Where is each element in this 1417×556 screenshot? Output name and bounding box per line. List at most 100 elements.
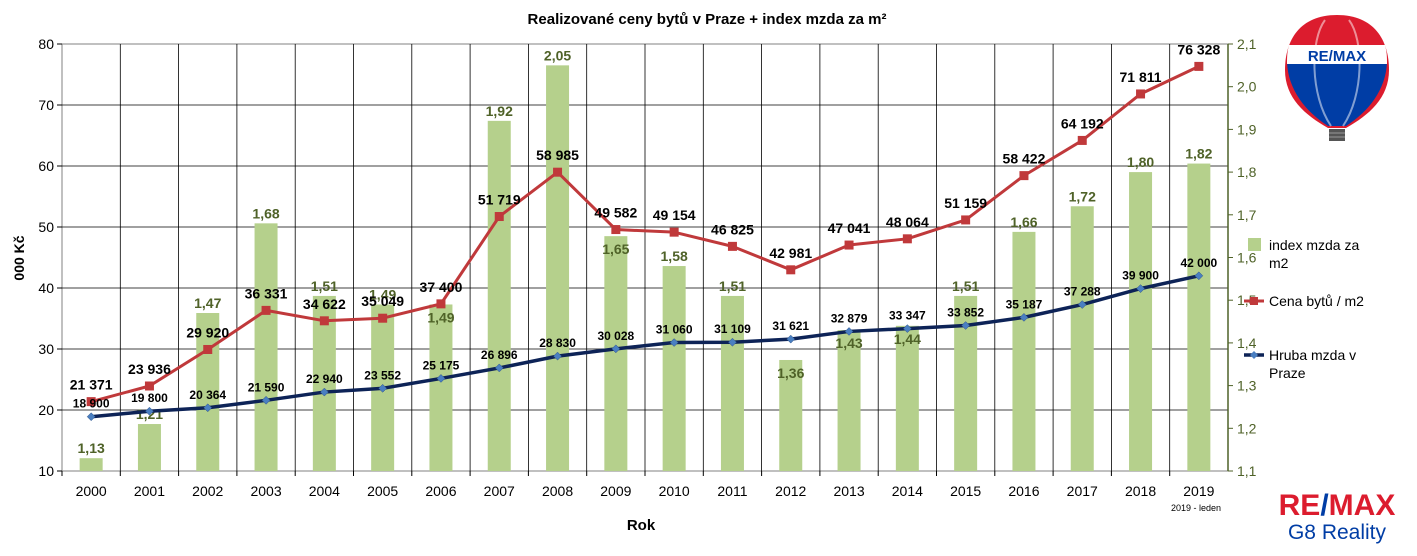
bar-data-label: 1,72	[1069, 188, 1096, 204]
price-point	[378, 313, 388, 323]
bar	[837, 330, 861, 471]
bar	[954, 295, 978, 471]
price-point	[1136, 89, 1146, 99]
bar-data-label: 1,49	[427, 309, 454, 325]
wage-data-label: 28 830	[539, 336, 576, 350]
legend-label-price: Cena bytů / m2	[1269, 293, 1364, 309]
x-tick-label: 2019	[1183, 483, 1214, 499]
bar	[604, 236, 628, 471]
wage-point	[553, 351, 562, 361]
legend-label-wage: Praze	[1269, 365, 1306, 381]
wage-point	[669, 338, 679, 347]
wage-point	[1194, 271, 1204, 281]
wage-point	[1077, 300, 1087, 309]
bar	[895, 325, 919, 471]
bar	[1187, 163, 1211, 471]
x-tick-label: 2018	[1125, 483, 1156, 499]
brand-name: RE/MAX	[1262, 490, 1412, 522]
price-point	[902, 234, 912, 244]
x-axis-title: Rok	[627, 517, 656, 534]
price-data-label: 47 041	[828, 220, 871, 236]
price-data-label: 34 622	[303, 296, 346, 312]
bar-data-label: 1,58	[661, 248, 688, 264]
wage-data-label: 33 852	[947, 306, 984, 320]
bar-data-label: 1,44	[894, 331, 921, 347]
y-tick-label: 70	[38, 97, 54, 113]
x-tick-label: 2012	[775, 483, 806, 499]
wage-data-label: 39 900	[1122, 269, 1159, 283]
x-tick-label: 2014	[892, 483, 923, 499]
price-data-label: 37 400	[420, 279, 463, 295]
wage-point	[1019, 313, 1029, 322]
y2-tick-label: 1,4	[1237, 335, 1257, 351]
wage-data-label: 25 175	[423, 358, 460, 372]
price-data-label: 49 154	[653, 207, 696, 223]
wage-point	[844, 327, 854, 336]
bar-data-label: 1,51	[952, 278, 979, 294]
bar	[254, 223, 278, 471]
bar-data-label: 1,66	[1010, 214, 1037, 230]
y2-tick-label: 1,1	[1237, 463, 1257, 479]
price-point	[1194, 61, 1204, 71]
wage-data-label: 22 940	[306, 372, 343, 386]
x-tick-label: 2009	[600, 483, 631, 499]
wage-data-label: 18 900	[73, 397, 110, 411]
bar-data-label: 1,36	[777, 365, 804, 381]
brand-subtitle: G8 Reality	[1287, 521, 1387, 544]
y-tick-label: 80	[38, 36, 54, 52]
x-tick-label: 2000	[76, 483, 107, 499]
y-tick-label: 40	[38, 280, 54, 296]
wage-data-label: 26 896	[481, 348, 518, 362]
x-tick-label: 2006	[425, 483, 456, 499]
bar-data-label: 1,82	[1185, 146, 1212, 162]
price-point	[203, 344, 213, 354]
wage-data-label: 21 590	[248, 380, 285, 394]
bar	[1070, 206, 1094, 471]
price-data-label: 35 049	[361, 293, 404, 309]
x-tick-label: 2017	[1067, 483, 1098, 499]
bar-data-label: 2,05	[544, 47, 571, 63]
bar	[546, 65, 570, 471]
bar	[779, 359, 803, 471]
bar-data-label: 1,65	[602, 241, 629, 257]
legend-marker-wage	[1250, 351, 1258, 359]
bar-data-label: 1,51	[719, 278, 746, 294]
brand-name-slash: /	[1320, 489, 1329, 522]
bar-data-label: 1,51	[311, 278, 338, 294]
x-tick-label: 2005	[367, 483, 398, 499]
wage-data-label: 30 028	[597, 329, 634, 343]
bar-data-label: 1,68	[252, 205, 279, 221]
price-data-label: 21 371	[70, 377, 113, 393]
wage-point	[203, 403, 213, 413]
price-point	[961, 215, 971, 225]
price-data-label: 58 422	[1003, 151, 1046, 167]
y-tick-label: 50	[38, 219, 54, 235]
x-tick-label: 2013	[833, 483, 864, 499]
price-point	[261, 305, 271, 315]
brand-name-re: RE	[1278, 489, 1321, 522]
price-point	[1077, 135, 1087, 145]
price-point	[669, 227, 679, 237]
price-data-label: 51 719	[478, 192, 521, 208]
plot-area: 10203040506070801,11,21,31,41,51,61,71,8…	[38, 36, 1256, 499]
legend-swatch-index	[1248, 238, 1261, 251]
y2-tick-label: 2,0	[1237, 79, 1257, 95]
wage-data-label: 33 347	[889, 309, 926, 323]
price-point	[727, 241, 737, 251]
price-point	[319, 316, 329, 326]
price-point	[844, 240, 854, 250]
x-tick-label: 2016	[1008, 483, 1039, 499]
price-data-label: 42 981	[769, 245, 812, 261]
bar-data-label: 1,49	[369, 286, 396, 302]
legend-label-wage: Hruba mzda v	[1269, 347, 1356, 363]
x-axis-note: 2019 - leden	[1171, 503, 1221, 513]
price-line	[90, 65, 1200, 404]
wage-point	[378, 383, 388, 393]
wage-point	[436, 374, 446, 383]
price-point	[86, 397, 96, 407]
y2-tick-label: 1,6	[1237, 250, 1257, 266]
wage-data-label: 31 109	[714, 322, 751, 336]
brand-wordmark: RE/MAX G8 Reality	[1262, 490, 1412, 544]
brand-name-max: MAX	[1328, 489, 1396, 522]
